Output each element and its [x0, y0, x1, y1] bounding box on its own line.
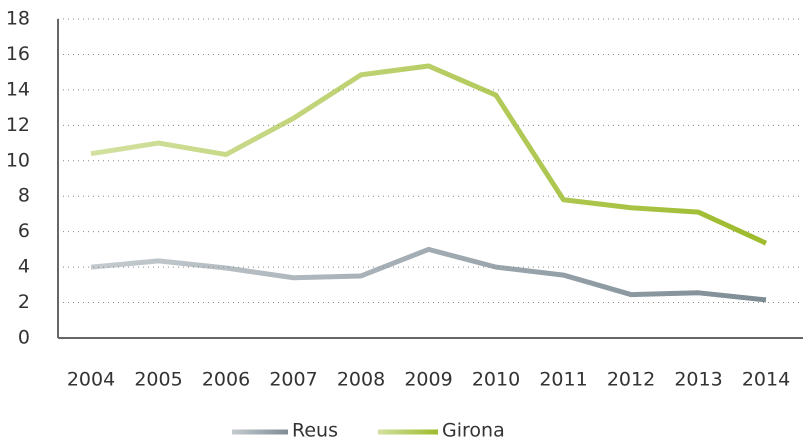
- y-tick-label: 16: [6, 43, 30, 65]
- x-tick-label: 2013: [674, 369, 722, 391]
- y-tick-label: 0: [18, 327, 30, 349]
- y-tick-label: 14: [6, 78, 30, 100]
- series-line: [90, 246, 767, 303]
- x-tick-label: 2010: [472, 369, 520, 391]
- x-tick-label: 2014: [742, 369, 790, 391]
- y-tick-label: 2: [18, 291, 30, 313]
- y-tick-label: 4: [18, 256, 30, 278]
- y-tick-label: 18: [6, 8, 30, 30]
- x-tick-label: 2006: [202, 369, 250, 391]
- y-tick-label: 8: [18, 185, 30, 207]
- x-tick-label: 2005: [134, 369, 182, 391]
- x-tick-label: 2008: [337, 369, 385, 391]
- x-tick-label: 2009: [404, 369, 452, 391]
- y-tick-label: 10: [6, 149, 30, 171]
- x-tick-label: 2004: [67, 369, 115, 391]
- x-tick-label: 2007: [269, 369, 317, 391]
- legend-label: Girona: [442, 420, 505, 439]
- x-tick-label: 2011: [539, 369, 587, 391]
- series-line: [90, 63, 768, 246]
- x-tick-label: 2012: [607, 369, 655, 391]
- y-tick-label: 12: [6, 114, 30, 136]
- legend-label: Reus: [292, 420, 338, 439]
- y-tick-label: 6: [18, 220, 30, 242]
